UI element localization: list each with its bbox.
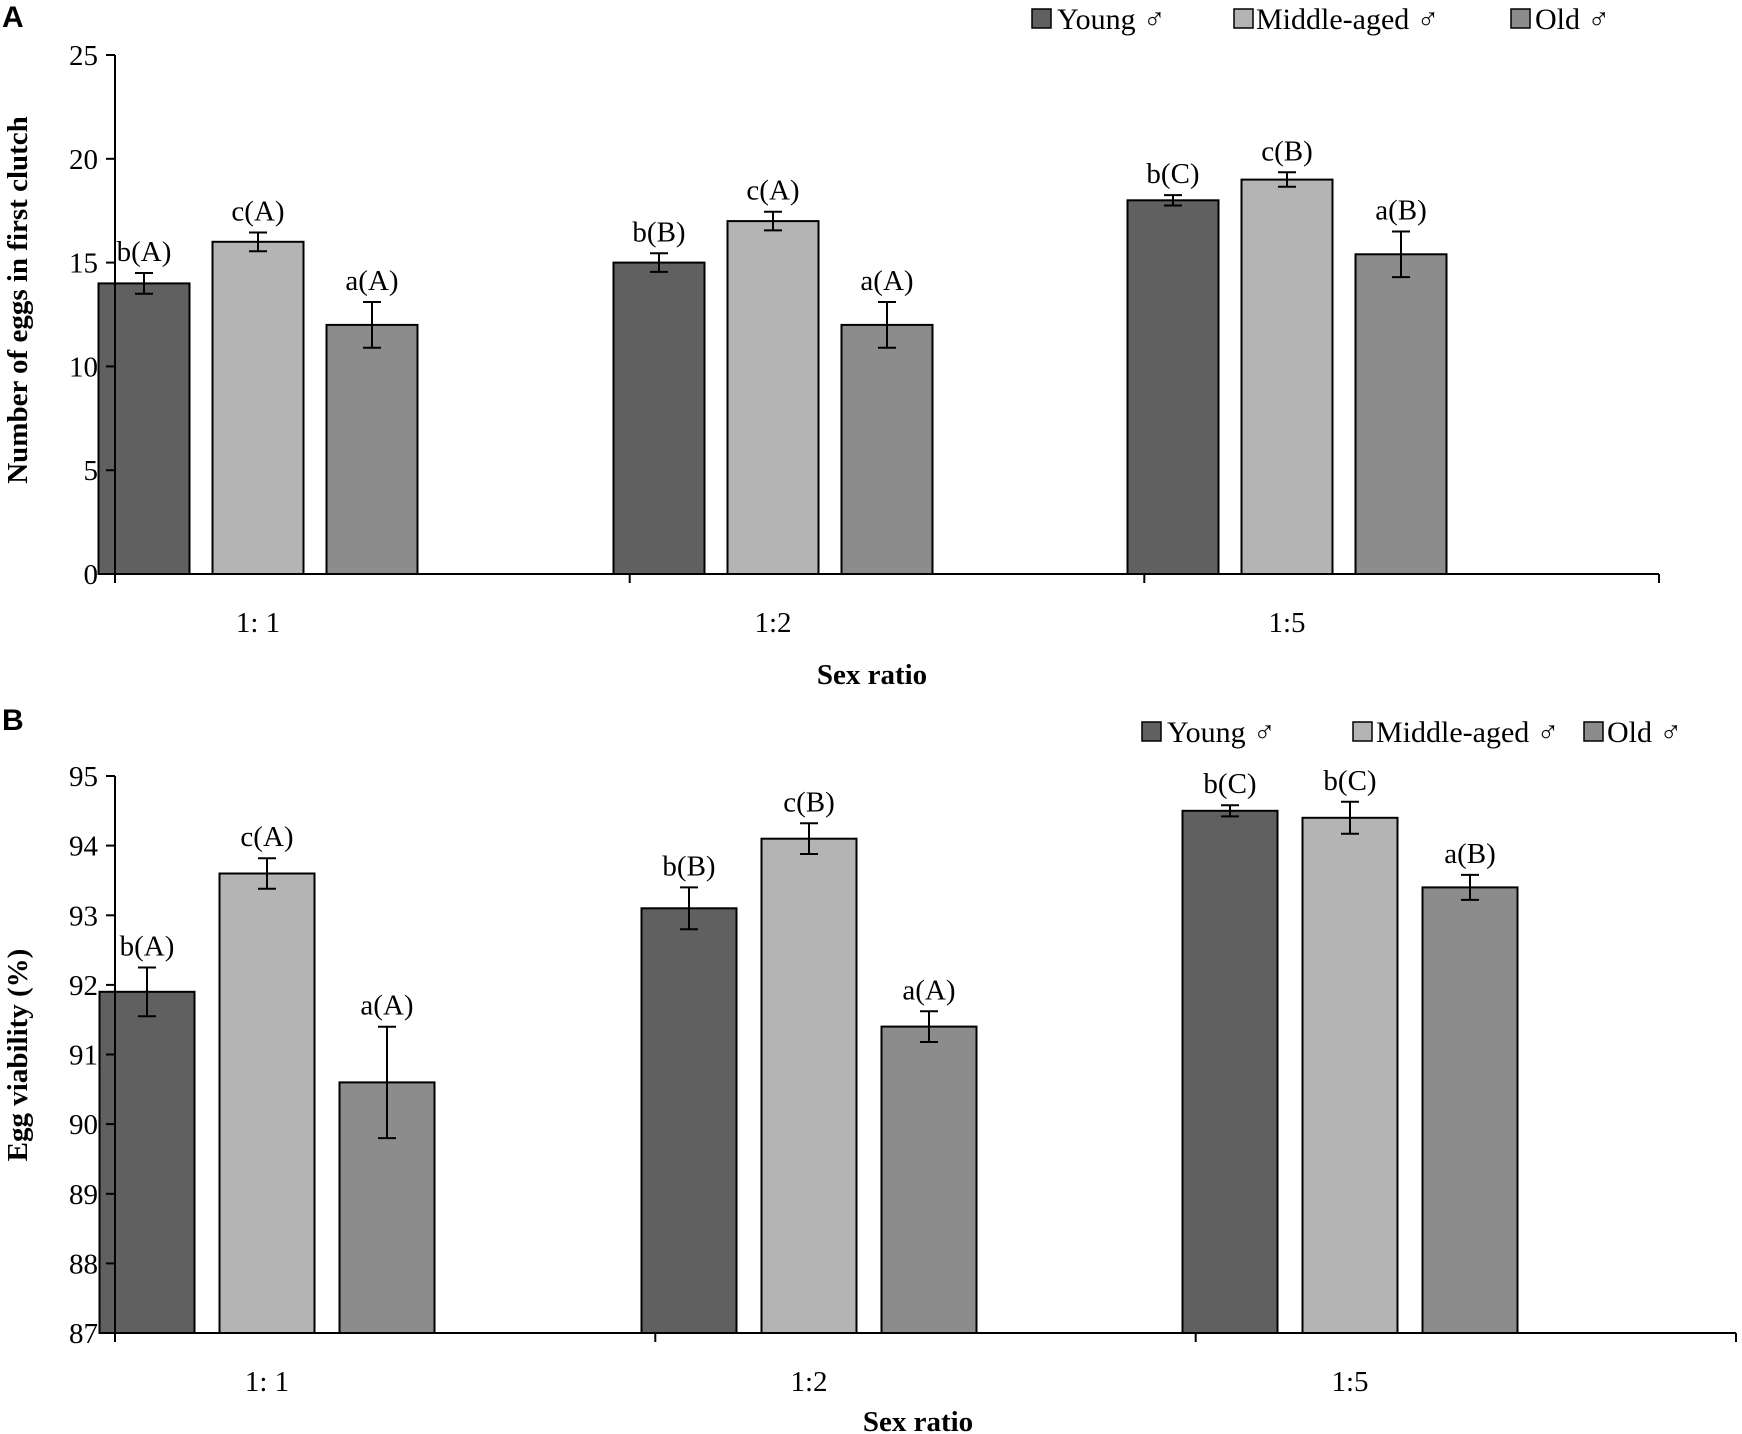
bar-label-a-young-2: b(B) [632,216,685,248]
legend-b-swatch-young [1141,721,1162,742]
bar-b-middle-aged-3 [1301,816,1399,1334]
legend-a: Young ♂ Middle-aged ♂ Old ♂ [1031,3,1610,36]
y-tick-label-a-25: 25 [69,40,98,72]
error-bar-a-middle-aged-3 [1278,171,1296,188]
error-bar-b-old-2 [920,1010,938,1043]
bar-label-b-young-1: b(A) [120,931,175,963]
bar-label-a-middle-aged-1: c(A) [231,196,284,228]
legend-a-swatch-middle-aged [1233,8,1254,29]
bar-b-young-1 [98,990,196,1334]
bar-label-a-young-3: b(C) [1146,158,1199,190]
y-axis-title-a: Number of eggs in first clutch [2,116,34,484]
error-bar-b-young-1 [138,966,156,1018]
bar-label-b-old-1: a(A) [360,990,413,1022]
error-bar-a-middle-aged-1 [249,231,267,253]
y-tick-label-b-95: 95 [69,761,98,793]
error-bar-b-young-2 [680,886,698,931]
error-bar-a-old-2 [878,301,896,349]
error-bar-a-young-3 [1164,194,1182,207]
error-bar-b-middle-aged-3 [1341,800,1359,835]
bar-label-a-young-1: b(A) [117,236,172,268]
x-axis-title-a: Sex ratio [817,659,927,691]
error-bar-b-middle-aged-1 [258,857,276,890]
bar-b-old-3 [1421,886,1519,1335]
bar-a-middle-aged-3 [1240,178,1334,575]
panel-a-label: A [2,1,24,34]
error-bar-a-middle-aged-2 [764,210,782,232]
legend-b-swatch-old [1583,721,1604,742]
y-tick-label-b-93: 93 [69,900,98,932]
bar-a-old-2 [840,323,934,575]
bar-b-young-3 [1181,809,1279,1334]
legend-a-label-young: Young ♂ [1057,3,1166,36]
bar-b-old-2 [880,1025,978,1334]
bar-a-middle-aged-1 [211,240,305,576]
x-category-label-b-3: 1:5 [1331,1366,1368,1398]
panel-b: B Young ♂ Middle-aged ♂ Old ♂ b(A)b(B)b(… [2,704,1737,1434]
bar-a-young-1 [97,282,191,575]
bar-b-middle-aged-1 [218,872,316,1334]
y-tick-label-b-87: 87 [69,1318,98,1350]
error-bar-a-old-3 [1392,230,1410,279]
x-category-label-b-2: 1:2 [790,1366,827,1398]
legend-b-swatch-middle-aged [1352,721,1373,742]
error-bar-b-middle-aged-2 [800,822,818,855]
bar-a-middle-aged-2 [726,220,820,575]
bar-a-old-3 [1354,253,1448,576]
panel-b-label: B [2,704,24,737]
x-axis-title-b: Sex ratio [863,1406,973,1434]
error-bar-a-young-1 [135,272,153,295]
bar-b-young-2 [640,907,738,1334]
error-bar-b-old-1 [378,1025,396,1140]
bar-a-old-1 [325,323,419,575]
bar-label-a-middle-aged-3: c(B) [1261,135,1313,167]
y-tick-label-a-20: 20 [69,144,98,176]
y-tick-label-b-89: 89 [69,1179,98,1211]
bar-b-middle-aged-2 [760,837,858,1334]
legend-b-label-old: Old ♂ [1607,716,1682,749]
y-tick-label-a-15: 15 [69,248,98,280]
x-category-label-a-2: 1:2 [754,607,791,639]
legend-a-label-old: Old ♂ [1535,3,1610,36]
y-tick-label-b-88: 88 [69,1248,98,1280]
bar-label-b-middle-aged-3: b(C) [1323,765,1376,797]
y-tick-label-b-94: 94 [69,831,99,863]
legend-b: Young ♂ Middle-aged ♂ Old ♂ [1141,716,1682,749]
bar-label-b-young-2: b(B) [662,850,715,882]
bar-label-b-old-2: a(A) [902,974,955,1006]
y-tick-label-a-0: 0 [84,559,99,591]
x-category-label-a-1: 1: 1 [236,607,280,639]
bar-label-a-middle-aged-2: c(A) [746,175,799,207]
plot-b: b(A) b(B) b(C) c(A) c(B) b(C) a(A) a(A) a(B) 87 88… [69,761,1737,1398]
legend-a-label-middle-aged: Middle-aged ♂ [1256,3,1439,36]
bar-label-b-old-3: a(B) [1444,838,1496,870]
error-bar-a-young-2 [650,252,668,273]
error-bar-b-young-3 [1221,804,1239,818]
legend-b-label-middle-aged: Middle-aged ♂ [1376,716,1559,749]
bar-label-a-old-2: a(A) [860,265,913,297]
bar-label-b-middle-aged-2: c(B) [783,786,835,818]
y-tick-label-a-10: 10 [69,351,98,383]
plot-a: b(A) b(B) b(C) c(A) c(A) c(B) a(A) a(A) a(B) 0 5 10… [69,40,1660,639]
bar-label-b-middle-aged-1: c(A) [240,821,293,853]
bar-a-young-2 [612,261,706,575]
x-category-label-a-3: 1:5 [1268,607,1305,639]
y-tick-label-a-5: 5 [84,455,99,487]
x-category-label-b-1: 1: 1 [245,1366,289,1398]
error-bar-b-old-3 [1461,873,1479,901]
y-tick-label-b-92: 92 [69,970,98,1002]
bar-label-b-young-3: b(C) [1203,768,1256,800]
legend-b-label-young: Young ♂ [1167,716,1276,749]
bar-label-a-old-3: a(B) [1375,195,1427,227]
y-axis-title-b: Egg viability (%) [2,949,34,1162]
y-tick-label-b-90: 90 [69,1109,98,1141]
legend-a-swatch-young [1031,8,1052,29]
legend-a-swatch-old [1510,8,1531,29]
bar-label-a-old-1: a(A) [345,265,398,297]
error-bar-a-old-1 [363,301,381,349]
panel-a: A Young ♂ Middle-aged ♂ Old ♂ b(A)b(B)b(… [2,1,1660,691]
bar-a-young-3 [1126,199,1220,576]
y-tick-label-b-91: 91 [69,1040,98,1072]
